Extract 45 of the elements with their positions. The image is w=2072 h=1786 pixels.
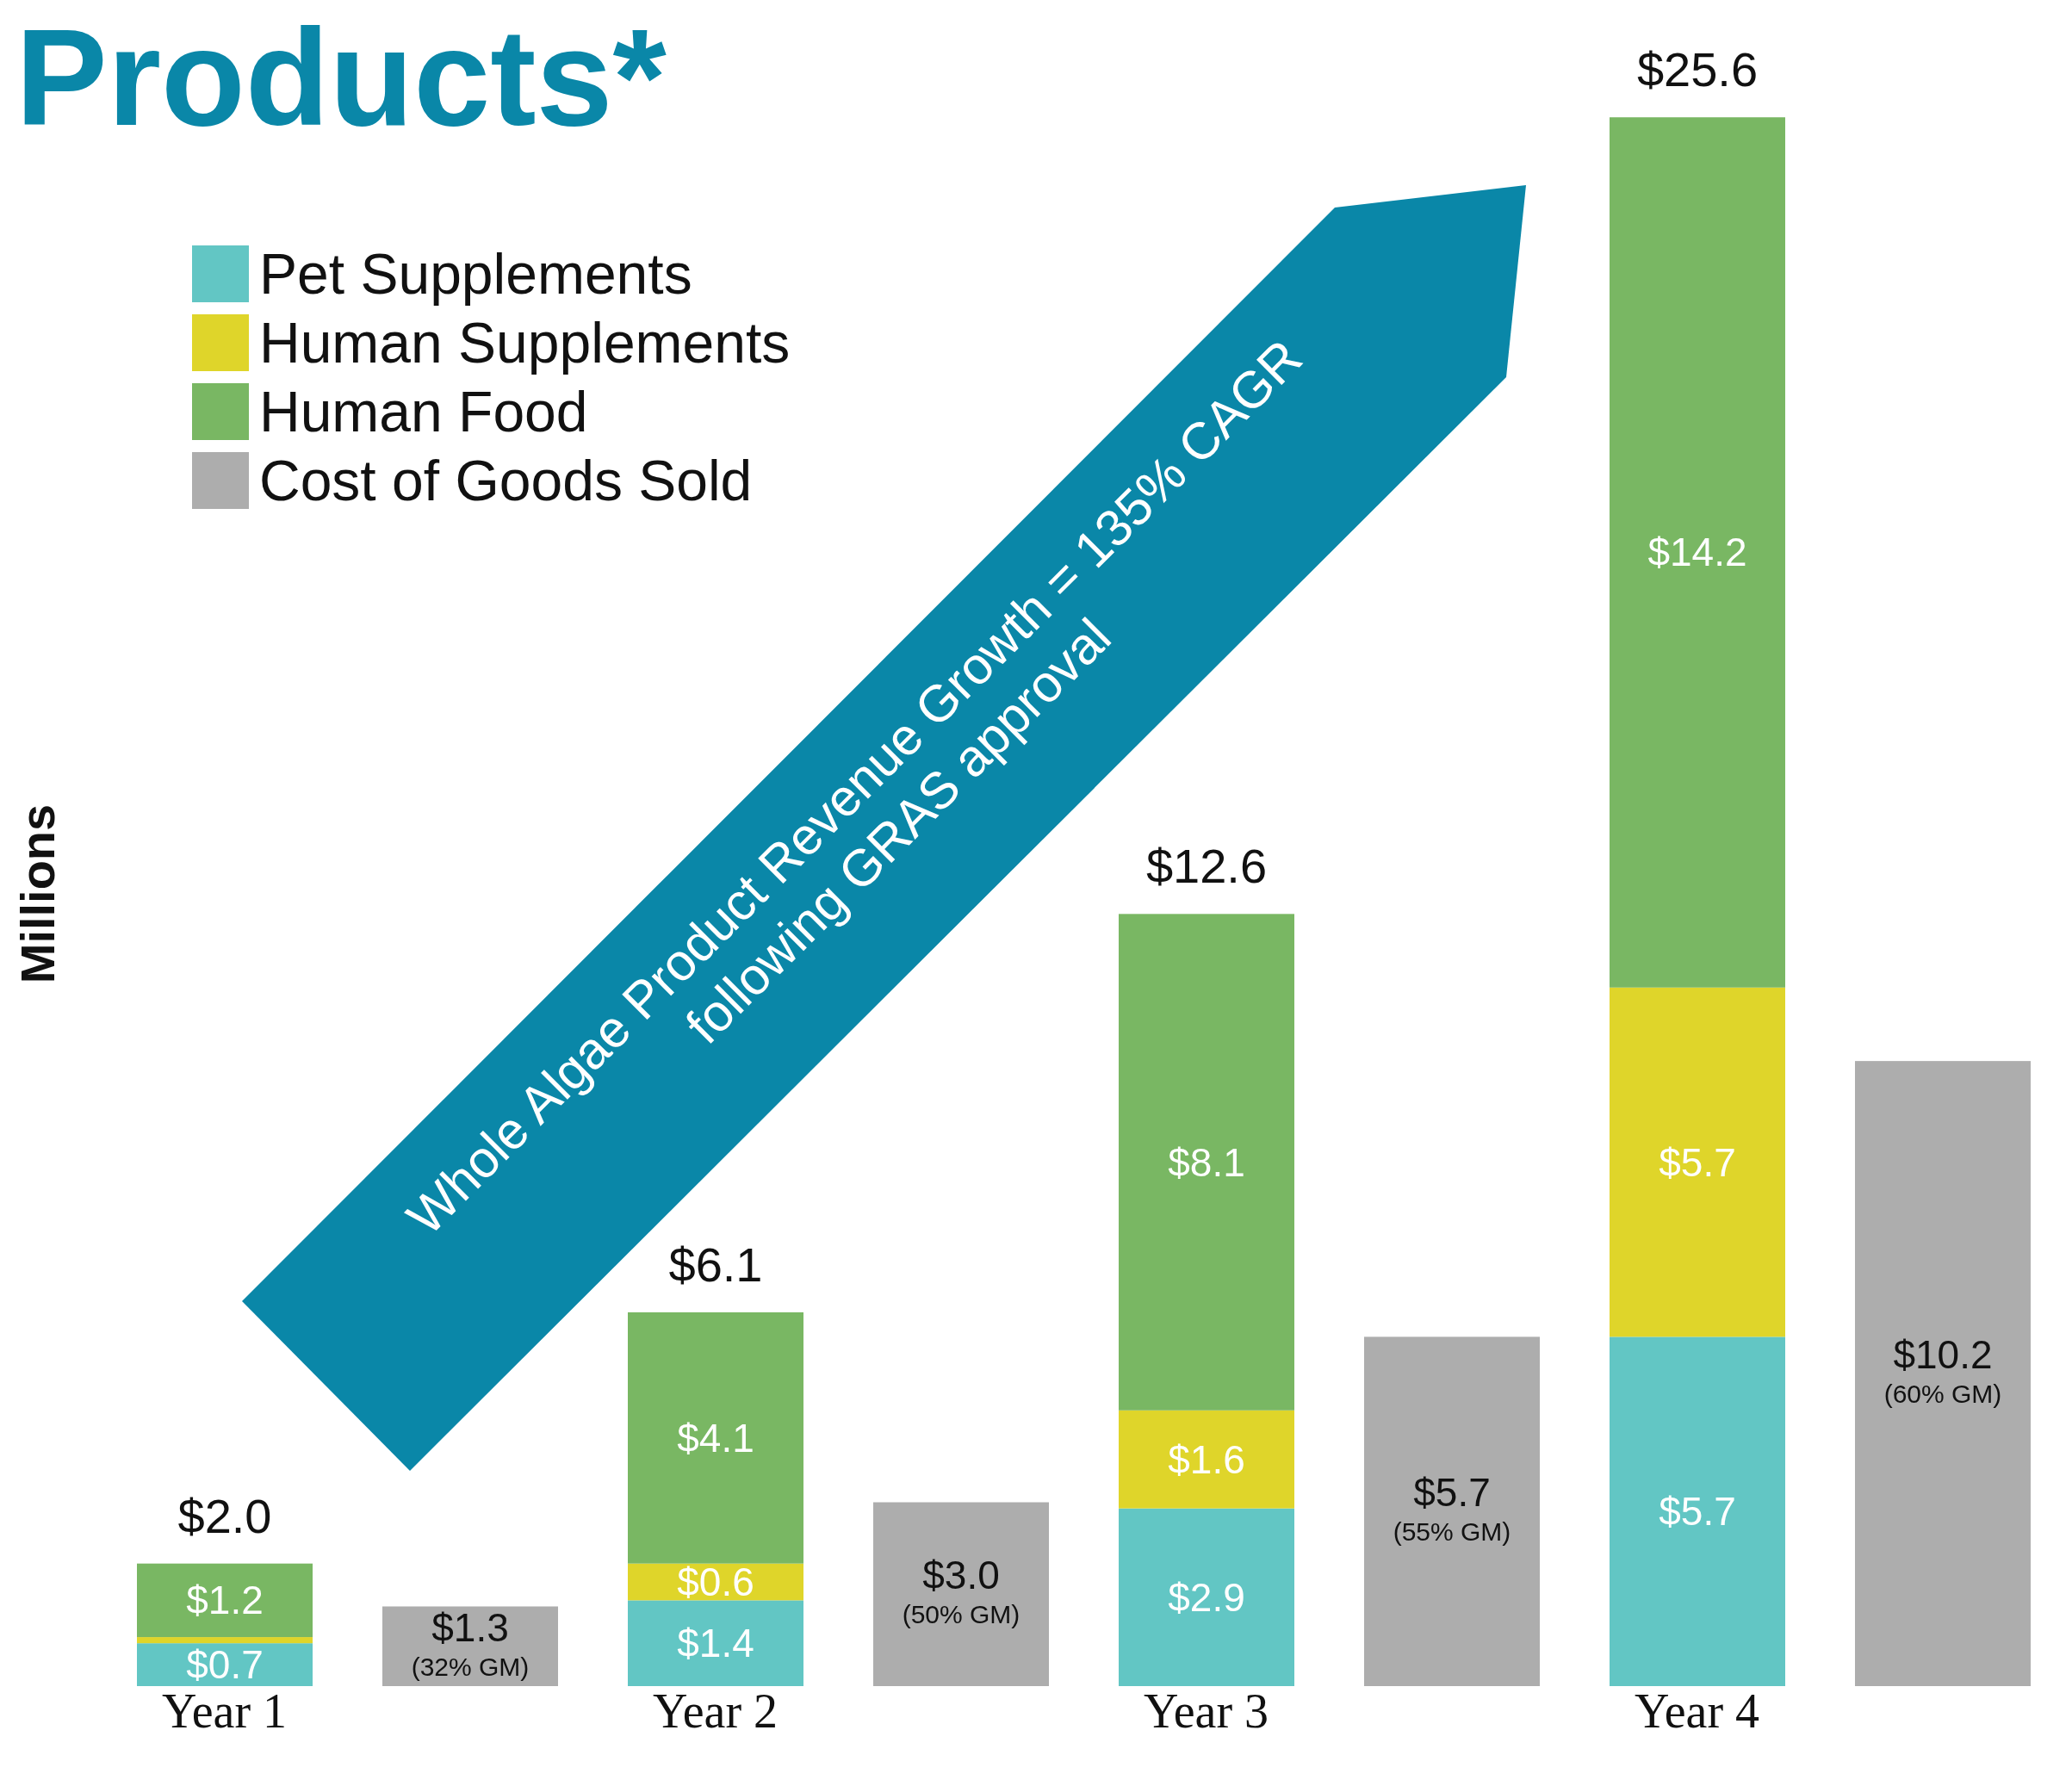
bar [1855, 1061, 2031, 1686]
legend-label: Human Supplements [259, 310, 791, 375]
bar [628, 1600, 803, 1686]
data-label: $1.6 [1168, 1436, 1245, 1482]
bar [628, 1312, 803, 1564]
total-label: $12.6 [1145, 839, 1268, 894]
x-tick-label: Year 4 [1634, 1684, 1760, 1738]
total-label: $25.6 [1636, 42, 1759, 97]
data-label: $4.1 [677, 1415, 754, 1460]
data-label: $2.9 [1168, 1574, 1245, 1620]
bar [1610, 987, 1785, 1337]
data-label: $1.4 [677, 1621, 754, 1666]
x-tick-label: Year 2 [652, 1684, 779, 1738]
bar [1119, 914, 1294, 1411]
total-label: $6.1 [668, 1237, 763, 1292]
annotation: (50% GM) [902, 1600, 1020, 1629]
bar [137, 1563, 313, 1638]
data-label: $1.3 [431, 1604, 509, 1650]
data-label: $10.2 [1893, 1332, 1993, 1378]
data-label: $5.7 [1659, 1489, 1736, 1535]
chart-title: Products* [16, 0, 667, 156]
legend-label: Cost of Goods Sold [259, 448, 753, 513]
bar [1119, 1410, 1294, 1509]
data-label: $5.7 [1413, 1470, 1491, 1516]
bar [1610, 117, 1785, 988]
data-label: $0.6 [677, 1560, 754, 1605]
bar [137, 1643, 313, 1686]
bar [873, 1502, 1049, 1686]
legend-label: Pet Supplements [259, 241, 692, 307]
data-label: $8.1 [1168, 1139, 1245, 1185]
annotation: (60% GM) [1883, 1380, 2002, 1409]
bar [1364, 1336, 1540, 1686]
annotation: (55% GM) [1393, 1517, 1511, 1547]
x-tick-label: Year 3 [1143, 1684, 1269, 1738]
data-label: $14.2 [1647, 530, 1747, 575]
legend-label: Human Food [259, 379, 588, 444]
total-label: $2.0 [177, 1488, 272, 1543]
annotation: (32% GM) [411, 1652, 530, 1681]
bar [137, 1637, 313, 1644]
data-label: $3.0 [922, 1553, 1000, 1598]
data-label: $1.2 [186, 1578, 264, 1623]
data-label: $5.7 [1659, 1139, 1736, 1185]
bar [1119, 1508, 1294, 1686]
bar [1610, 1336, 1785, 1686]
y-axis-title: Millions [9, 803, 65, 984]
